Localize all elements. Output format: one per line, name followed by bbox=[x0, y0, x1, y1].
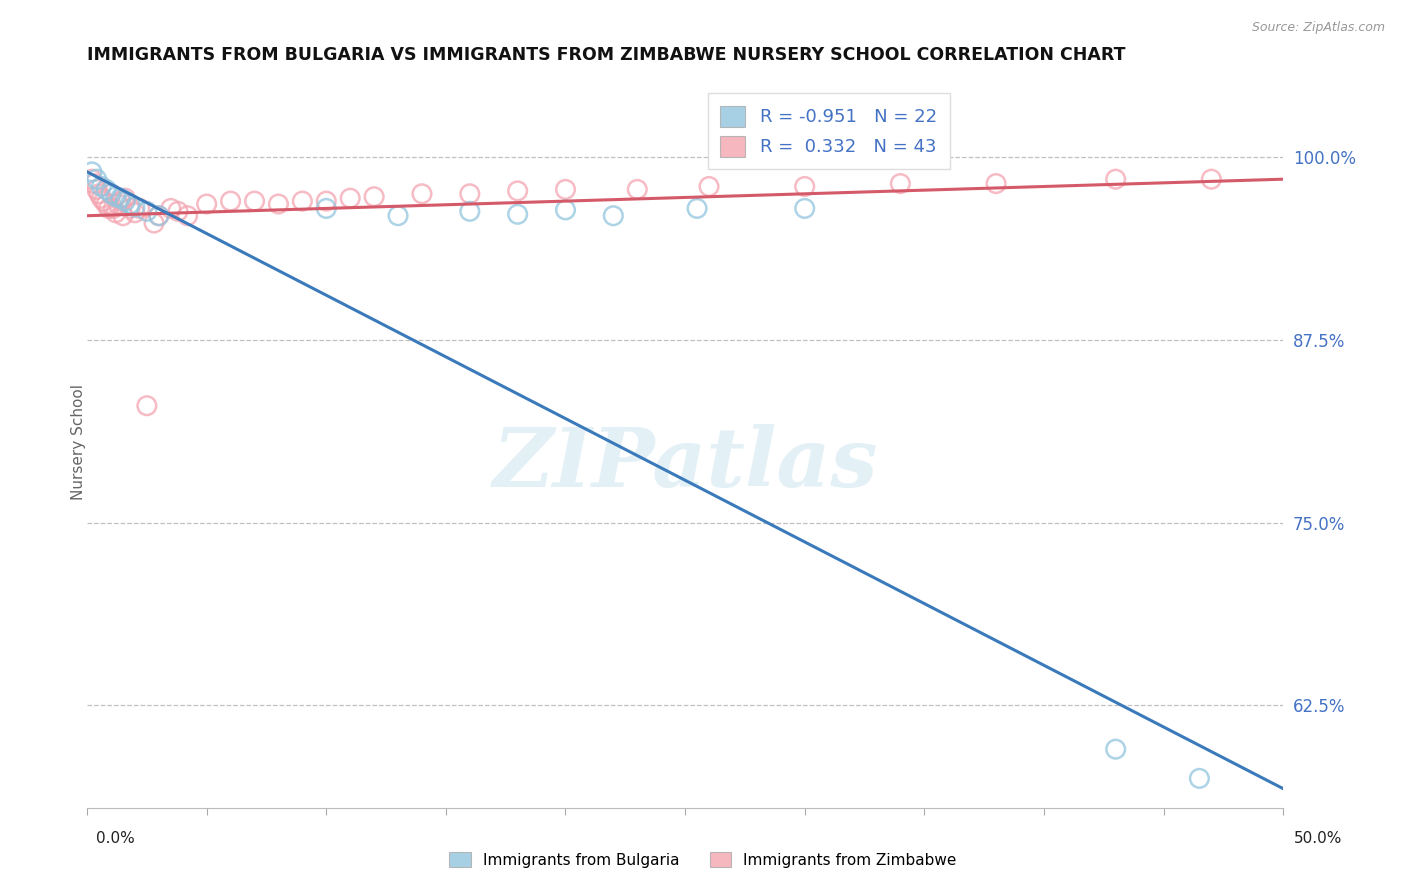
Point bbox=[111, 209, 134, 223]
Text: 50.0%: 50.0% bbox=[1295, 831, 1343, 846]
Point bbox=[110, 191, 132, 205]
Point bbox=[86, 182, 108, 196]
Text: IMMIGRANTS FROM BULGARIA VS IMMIGRANTS FROM ZIMBABWE NURSERY SCHOOL CORRELATION : IMMIGRANTS FROM BULGARIA VS IMMIGRANTS F… bbox=[87, 46, 1126, 64]
Point bbox=[793, 202, 815, 216]
Legend: R = -0.951   N = 22, R =  0.332   N = 43: R = -0.951 N = 22, R = 0.332 N = 43 bbox=[707, 94, 949, 169]
Point bbox=[889, 177, 911, 191]
Point bbox=[114, 194, 136, 208]
Point bbox=[686, 202, 709, 216]
Point bbox=[315, 202, 337, 216]
Text: ZIPatlas: ZIPatlas bbox=[492, 425, 877, 504]
Point bbox=[110, 194, 132, 208]
Point bbox=[86, 172, 108, 186]
Point bbox=[87, 186, 110, 201]
Point bbox=[83, 177, 105, 191]
Point bbox=[100, 186, 122, 201]
Point bbox=[363, 190, 385, 204]
Point bbox=[176, 209, 198, 223]
Point bbox=[80, 165, 103, 179]
Point bbox=[104, 206, 127, 220]
Point bbox=[167, 204, 190, 219]
Point bbox=[339, 191, 361, 205]
Point bbox=[219, 194, 242, 208]
Point bbox=[554, 182, 576, 196]
Point bbox=[458, 204, 481, 219]
Point bbox=[104, 190, 127, 204]
Point bbox=[458, 186, 481, 201]
Point bbox=[103, 202, 125, 216]
Point bbox=[411, 186, 433, 201]
Y-axis label: Nursery School: Nursery School bbox=[72, 384, 86, 500]
Point bbox=[90, 179, 112, 194]
Point bbox=[114, 191, 136, 205]
Point bbox=[124, 206, 146, 220]
Legend: Immigrants from Bulgaria, Immigrants from Zimbabwe: Immigrants from Bulgaria, Immigrants fro… bbox=[443, 846, 963, 873]
Point bbox=[243, 194, 266, 208]
Point bbox=[159, 202, 181, 216]
Point bbox=[93, 194, 115, 208]
Point bbox=[148, 209, 170, 223]
Point bbox=[602, 209, 624, 223]
Point bbox=[267, 197, 290, 211]
Point bbox=[143, 216, 166, 230]
Point bbox=[793, 179, 815, 194]
Point bbox=[148, 209, 170, 223]
Point bbox=[387, 209, 409, 223]
Text: Source: ZipAtlas.com: Source: ZipAtlas.com bbox=[1251, 21, 1385, 34]
Point bbox=[195, 197, 218, 211]
Point bbox=[135, 204, 157, 219]
Point bbox=[291, 194, 314, 208]
Point bbox=[120, 197, 142, 211]
Point bbox=[96, 197, 118, 211]
Point bbox=[984, 177, 1007, 191]
Point bbox=[96, 182, 118, 196]
Point bbox=[80, 172, 103, 186]
Point bbox=[1201, 172, 1223, 186]
Point bbox=[124, 200, 146, 214]
Point bbox=[1188, 772, 1211, 786]
Point bbox=[128, 202, 150, 216]
Point bbox=[315, 194, 337, 208]
Point bbox=[506, 184, 529, 198]
Point bbox=[506, 207, 529, 221]
Point bbox=[120, 202, 142, 216]
Point bbox=[135, 399, 157, 413]
Point bbox=[1105, 742, 1128, 756]
Text: 0.0%: 0.0% bbox=[96, 831, 135, 846]
Point bbox=[554, 202, 576, 217]
Point bbox=[107, 197, 129, 211]
Point bbox=[90, 191, 112, 205]
Point bbox=[626, 182, 648, 196]
Point bbox=[100, 186, 122, 201]
Point bbox=[97, 202, 120, 216]
Point bbox=[697, 179, 720, 194]
Point bbox=[1105, 172, 1128, 186]
